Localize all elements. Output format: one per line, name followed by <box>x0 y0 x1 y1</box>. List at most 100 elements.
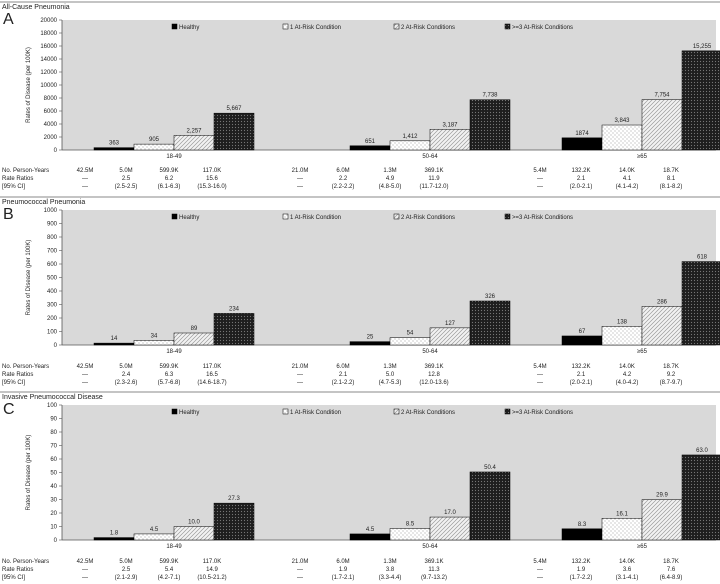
bar-three-plus-conditions-3 <box>681 454 720 541</box>
legend-swatch-three-plus-conditions <box>504 408 511 415</box>
table-cell: 369.1K <box>424 364 443 370</box>
table-cell: 21.0M <box>292 559 309 565</box>
y-tick-label: 400 <box>47 289 58 295</box>
table-cell: 6.3 <box>165 372 174 378</box>
table-cell: (15.3-16.0) <box>197 184 226 190</box>
table-cell: 2.1 <box>339 372 348 378</box>
bar-three-plus-conditions-1 <box>213 313 255 346</box>
table-cell: — <box>297 372 303 378</box>
bar-one-condition-2 <box>389 140 431 151</box>
bar-value-label: 16.1 <box>616 511 628 517</box>
panel-title: Invasive Pneumococcal Disease <box>2 394 103 401</box>
table-cell: (8.1-8.2) <box>660 184 683 190</box>
y-tick-label: 0 <box>54 343 58 349</box>
y-tick-label: 100 <box>47 330 58 336</box>
table-row-label: [95% CI] <box>2 575 25 581</box>
table-cell: 2.1 <box>577 372 586 378</box>
legend-label-two-conditions: 2 At-Risk Conditions <box>401 410 455 416</box>
bar-value-label: 34 <box>151 333 158 339</box>
bar-healthy-3 <box>561 335 603 346</box>
bar-healthy-1 <box>93 342 135 346</box>
table-cell: — <box>297 380 303 386</box>
bar-value-label: 4.5 <box>366 527 375 533</box>
bar-value-label: 25 <box>367 335 374 341</box>
bar-healthy-2 <box>349 341 391 346</box>
table-cell: (3.1-4.1) <box>616 575 639 581</box>
bar-one-condition-1 <box>133 340 175 346</box>
table-cell: 6.2 <box>165 176 174 182</box>
table-cell: 132.2K <box>571 168 590 174</box>
bar-value-label: 67 <box>579 329 586 335</box>
panel-letter: A <box>3 11 14 28</box>
table-cell: — <box>537 380 543 386</box>
table-cell: (3.3-4.4) <box>379 575 402 581</box>
bar-two-conditions-1 <box>173 135 215 151</box>
table-cell: 11.3 <box>428 567 440 573</box>
table-cell: — <box>297 567 303 573</box>
bar-value-label: 7,738 <box>482 93 498 99</box>
y-tick-label: 14000 <box>40 57 57 63</box>
y-tick-label: 20 <box>50 511 57 517</box>
table-cell: 4.1 <box>623 176 632 182</box>
bar-value-label: 54 <box>407 331 414 337</box>
y-tick-label: 4000 <box>44 122 58 128</box>
y-axis-label: Rates of Disease (per 100K) <box>26 435 32 511</box>
y-tick-label: 500 <box>47 276 58 282</box>
y-axis-label: Rates of Disease (per 100K) <box>26 47 32 123</box>
bar-value-label: 17.0 <box>444 510 456 516</box>
table-cell: 2.1 <box>577 176 586 182</box>
table-cell: 1.3M <box>383 559 396 565</box>
y-tick-label: 200 <box>47 316 58 322</box>
table-row-label: No. Person-Years <box>2 364 49 370</box>
table-cell: (11.7-12.0) <box>420 184 449 190</box>
table-row-label: Rate Ratios <box>2 372 33 378</box>
legend-swatch-healthy <box>171 23 178 30</box>
table-cell: (4.2-7.1) <box>158 575 181 581</box>
plot-area <box>62 210 716 345</box>
table-cell: (2.0-2.1) <box>570 184 593 190</box>
table-cell: — <box>82 575 88 581</box>
y-tick-label: 2000 <box>44 135 58 141</box>
table-cell: 5.4M <box>533 364 546 370</box>
table-cell: (4.8-5.0) <box>379 184 402 190</box>
bar-value-label: 3,843 <box>614 118 630 124</box>
y-tick-label: 0 <box>54 148 58 154</box>
table-cell: 369.1K <box>424 168 443 174</box>
bar-three-plus-conditions-1 <box>213 112 255 151</box>
table-cell: 9.2 <box>667 372 676 378</box>
table-cell: 15.6 <box>206 176 218 182</box>
y-tick-label: 18000 <box>40 31 57 37</box>
legend-swatch-two-conditions <box>393 213 400 220</box>
panel-title: Pneumococcal Pneumonia <box>2 199 85 206</box>
table-cell: 8.1 <box>667 176 676 182</box>
bar-one-condition-1 <box>133 533 175 541</box>
bar-value-label: 127 <box>445 321 456 327</box>
bar-two-conditions-1 <box>173 526 215 541</box>
table-cell: (6.4-8.9) <box>660 575 683 581</box>
y-tick-label: 40 <box>50 484 57 490</box>
bar-healthy-2 <box>349 533 391 541</box>
y-tick-label: 80 <box>50 430 57 436</box>
bar-value-label: 363 <box>109 141 120 147</box>
table-cell: (6.1-6.3) <box>158 184 181 190</box>
table-cell: 6.0M <box>336 168 349 174</box>
bar-value-label: 3,187 <box>442 122 458 128</box>
table-cell: 117.0K <box>203 364 222 370</box>
x-category-label: 18-49 <box>166 349 182 355</box>
table-cell: — <box>537 372 543 378</box>
legend-swatch-one-condition <box>282 408 289 415</box>
y-tick-label: 700 <box>47 249 58 255</box>
bar-value-label: 4.5 <box>150 527 159 533</box>
table-cell: 3.8 <box>386 567 395 573</box>
table-cell: 1.3M <box>383 364 396 370</box>
table-cell: 5.4M <box>533 168 546 174</box>
bar-value-label: 1874 <box>575 131 589 137</box>
bar-value-label: 2,257 <box>186 128 202 134</box>
table-cell: — <box>82 567 88 573</box>
table-cell: 5.0M <box>119 364 132 370</box>
bar-value-label: 10.0 <box>188 520 200 526</box>
bar-three-plus-conditions-3 <box>681 261 720 346</box>
legend-swatch-healthy <box>171 408 178 415</box>
table-cell: 7.6 <box>667 567 676 573</box>
bar-three-plus-conditions-2 <box>469 471 511 541</box>
